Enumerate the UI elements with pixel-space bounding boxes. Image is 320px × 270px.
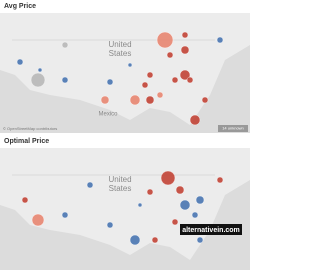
bubble xyxy=(106,221,114,229)
bubble xyxy=(86,181,94,189)
bubbles xyxy=(21,170,224,246)
watermark-bg xyxy=(180,224,242,235)
bubble xyxy=(160,170,176,186)
bubble xyxy=(16,58,24,66)
bubble xyxy=(61,211,69,219)
bubble xyxy=(145,95,155,105)
page: Avg Price United States Mexico © OpenStr… xyxy=(0,2,250,270)
bubble xyxy=(30,72,46,88)
map: United States Mexico © OpenStreetMap con… xyxy=(0,13,250,133)
badge: 14 unknown xyxy=(222,126,244,131)
bubble xyxy=(156,31,174,49)
bubble xyxy=(179,199,191,211)
bubble xyxy=(61,76,69,84)
bubble xyxy=(179,69,191,81)
country-label: States xyxy=(109,49,132,58)
watermark: alternativein.com xyxy=(182,227,240,234)
bubble xyxy=(189,114,201,126)
bubble xyxy=(129,94,141,106)
attribution: © OpenStreetMap contributors xyxy=(3,126,57,131)
bubble xyxy=(100,95,110,105)
country-label: United xyxy=(108,40,131,49)
bubble xyxy=(129,234,141,246)
land xyxy=(0,13,250,125)
bubble xyxy=(61,41,69,49)
bubble xyxy=(37,67,43,73)
bubble xyxy=(180,45,190,55)
country-label: States xyxy=(109,184,132,193)
bubble xyxy=(146,188,154,196)
bubble xyxy=(186,76,194,84)
bubble xyxy=(106,78,114,86)
panel-title: Avg Price xyxy=(4,3,36,10)
bubbles xyxy=(16,31,224,126)
bubble xyxy=(21,196,29,204)
bubble xyxy=(171,218,179,226)
bubble xyxy=(146,71,154,79)
dashboard: Avg Price United States Mexico © OpenStr… xyxy=(0,3,250,270)
panel-title: Optimal Price xyxy=(4,138,49,145)
bubble xyxy=(216,36,224,44)
map: United States alternativein.com xyxy=(0,148,250,270)
bubble xyxy=(127,62,133,68)
bubble xyxy=(181,31,189,39)
bubble xyxy=(151,236,159,244)
bubble xyxy=(216,176,224,184)
bubble xyxy=(201,96,209,104)
bubble xyxy=(31,213,45,227)
badge-bg xyxy=(218,125,248,132)
bubble xyxy=(196,236,204,244)
bubble xyxy=(175,185,185,195)
bubble xyxy=(171,76,179,84)
bubble xyxy=(141,81,149,89)
country-label: Mexico xyxy=(98,112,118,118)
bubble xyxy=(195,195,205,205)
bubble xyxy=(166,51,174,59)
bubble xyxy=(137,202,143,208)
bubble xyxy=(191,211,199,219)
bubble xyxy=(156,91,164,99)
country-label: United xyxy=(108,175,131,184)
